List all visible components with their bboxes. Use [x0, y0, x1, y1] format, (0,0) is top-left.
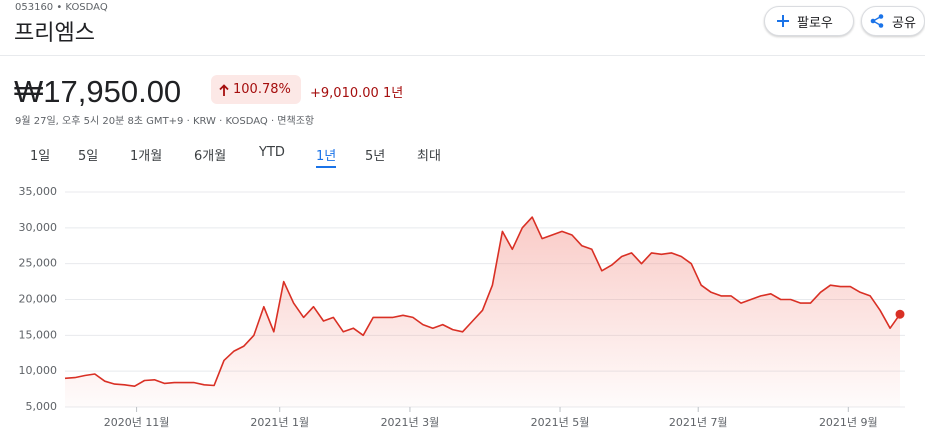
up-arrow: [219, 83, 229, 96]
y-tick-label: 5,000: [26, 400, 58, 413]
range-tab[interactable]: 1일: [30, 149, 51, 164]
x-tick-label: 2021년 1월: [250, 416, 309, 429]
y-tick-label: 30,000: [19, 221, 58, 234]
change-abs: +9,010.00 1년: [310, 82, 403, 101]
x-tick-label: 2021년 7월: [669, 416, 728, 429]
last-point: [895, 309, 905, 319]
range-tab[interactable]: 1개월: [130, 149, 163, 164]
follow-button[interactable]: 팔로우: [764, 6, 854, 36]
price: ₩17,950.00: [14, 74, 182, 109]
divider: [0, 55, 925, 56]
info-line: 9월 27일, 오후 5시 20분 8초 GMT+9 · KRW · KOSDA…: [15, 116, 315, 127]
share-label: 공유: [892, 15, 916, 31]
period: 1년: [382, 86, 404, 101]
x-tick-label: 2021년 3월: [381, 416, 440, 429]
change-badge: 100.78%: [211, 75, 301, 104]
share-icon: [870, 14, 884, 28]
change-percent: 100.78%: [233, 82, 291, 97]
stock-title: 프리엠스: [14, 21, 95, 46]
x-tick-label: 2020년 11월: [104, 416, 170, 429]
x-tick-label: 2021년 5월: [531, 416, 590, 429]
range-tab[interactable]: 1년: [316, 145, 337, 168]
range-tab[interactable]: 5년: [365, 149, 386, 164]
y-tick-label: 20,000: [19, 293, 58, 306]
ticker: 053160 • KOSDAQ: [15, 2, 108, 13]
area: [65, 217, 900, 407]
x-tick-label: 2021년 9월: [819, 416, 878, 429]
range-tab[interactable]: 6개월: [194, 149, 227, 164]
plus-icon: [777, 15, 789, 27]
range-tab[interactable]: 5일: [78, 149, 99, 164]
change: +9,010.00: [310, 86, 379, 101]
y-tick-label: 35,000: [19, 185, 58, 198]
y-tick-label: 25,000: [19, 257, 58, 270]
share-button[interactable]: 공유: [861, 6, 925, 36]
follow-label: 팔로우: [797, 15, 833, 31]
price-line: [64, 216, 901, 387]
range-tab[interactable]: YTD: [259, 145, 285, 160]
y-tick-label: 10,000: [19, 364, 58, 377]
range-tab[interactable]: 최대: [417, 149, 441, 164]
y-tick-label: 15,000: [19, 328, 58, 341]
